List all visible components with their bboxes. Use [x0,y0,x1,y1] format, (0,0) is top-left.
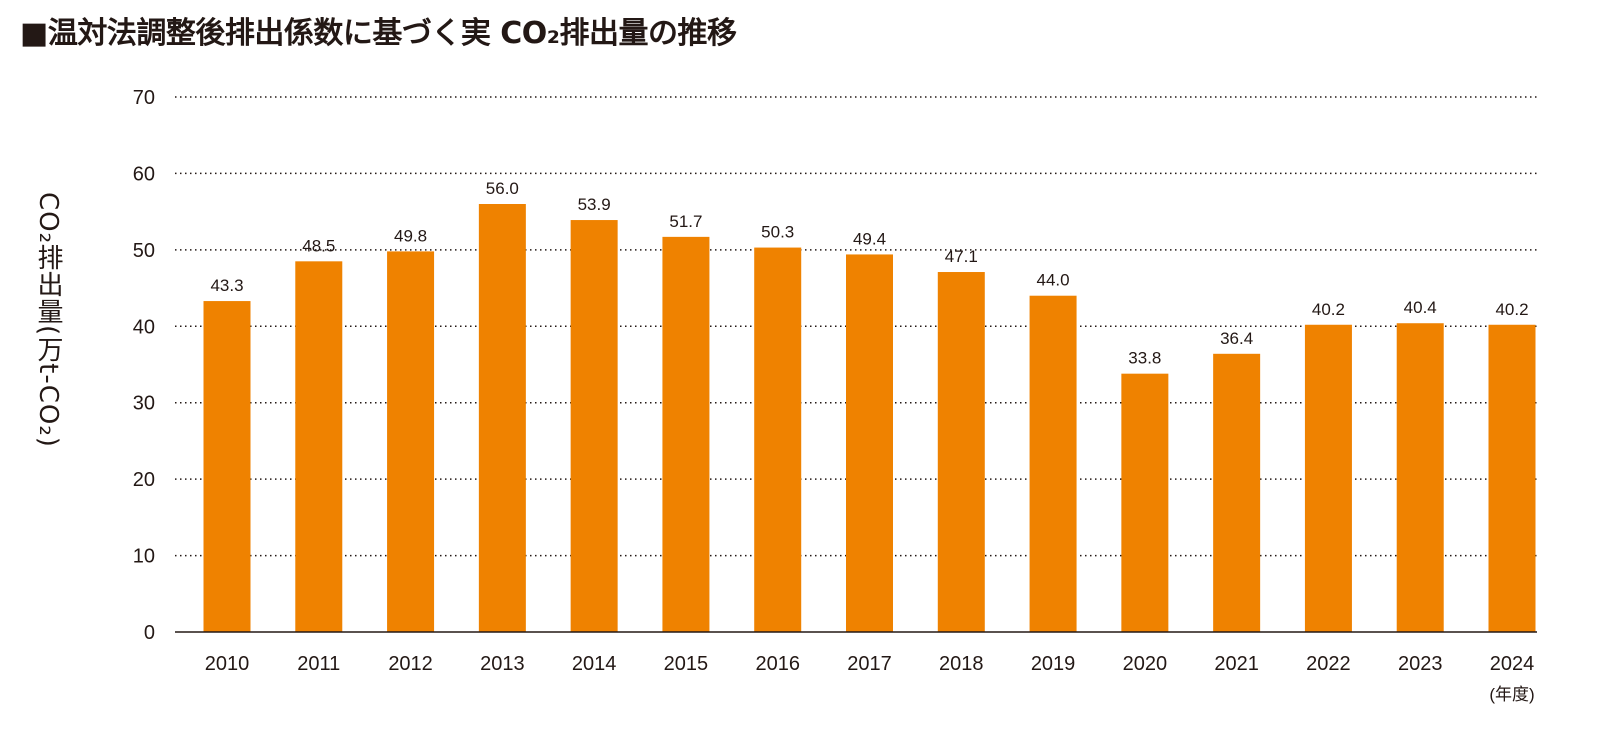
data-label-2018: 47.1 [945,247,978,266]
x-tick-label: 2014 [572,653,617,675]
bar-2019 [1029,295,1077,632]
y-tick-label: 70 [133,87,155,109]
data-label-2021: 36.4 [1220,329,1253,348]
y-tick-label: 60 [133,163,155,185]
bar-2010 [203,301,251,632]
bar-2023 [1396,323,1444,632]
x-tick-label: 2024 [1490,653,1535,675]
data-label-2010: 43.3 [210,276,243,295]
x-tick-label: 2011 [297,653,340,675]
x-tick-label: 2022 [1306,653,1351,675]
x-tick-label: 2023 [1398,653,1443,675]
y-tick-label: 30 [133,393,155,415]
x-tick-label: 2021 [1214,653,1259,675]
x-tick-label: 2017 [847,653,892,675]
chart-title: ■温対法調整後排出係数に基づく実 CO₂排出量の推移 [20,16,737,51]
y-tick-label: 10 [133,546,155,568]
data-label-2022: 40.2 [1312,300,1345,319]
bar-2021 [1213,353,1261,632]
bar-2013 [478,204,526,632]
x-tick-label: 2010 [205,653,250,675]
bar-2022 [1304,324,1352,632]
data-label-2019: 44.0 [1037,271,1070,290]
data-label-2011: 48.5 [302,236,335,255]
x-tick-label: 2012 [388,653,433,675]
data-label-2024: 40.2 [1495,300,1528,319]
data-label-2015: 51.7 [669,212,702,231]
bar-2024 [1488,324,1536,632]
data-label-2012: 49.8 [394,226,427,245]
y-axis-label: CO₂排出量(万t-CO₂) [33,192,63,448]
y-tick-label: 0 [144,622,155,644]
bar-2017 [846,254,893,632]
data-label-2020: 33.8 [1128,349,1161,368]
x-tick-label: 2013 [480,653,525,675]
bar-2011 [295,261,343,632]
y-tick-label: 50 [133,240,155,262]
bar-2018 [937,272,985,632]
bar-2014 [570,220,618,633]
bar-2012 [387,251,435,632]
x-tick-label: 2018 [939,653,984,675]
data-label-2016: 50.3 [761,223,794,242]
bar-2020 [1121,373,1169,632]
data-label-2013: 56.0 [486,179,519,198]
x-tick-label: 2020 [1123,653,1168,675]
x-tick-label: 2019 [1031,653,1076,675]
y-tick-label: 40 [133,316,155,338]
data-label-2023: 40.4 [1404,298,1437,317]
x-tick-label: 2015 [664,653,709,675]
data-label-2014: 53.9 [578,195,611,214]
bar-2016 [754,247,802,633]
x-tick-label: 2016 [755,653,800,675]
x-axis-unit: (年度) [1489,685,1534,704]
y-tick-label: 20 [133,469,155,491]
bar-2015 [662,236,710,632]
data-label-2017: 49.4 [853,229,886,248]
